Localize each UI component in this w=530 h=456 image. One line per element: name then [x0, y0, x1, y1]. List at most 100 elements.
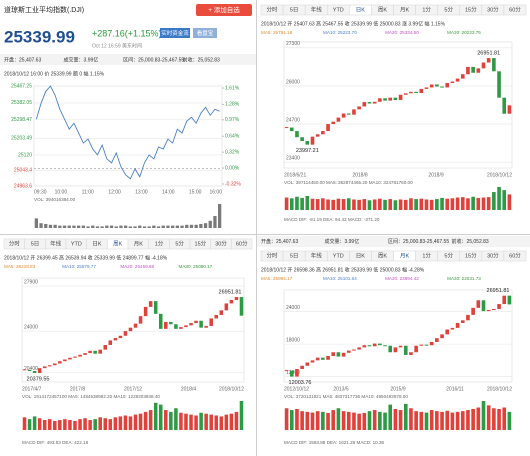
tab-label[interactable]: 5日: [290, 6, 299, 13]
tab-label[interactable]: 5日: [31, 240, 40, 247]
tab-label[interactable]: 年线: [311, 251, 323, 259]
volume-bar: [305, 411, 310, 430]
y2-tick-label: 0.00%: [225, 165, 240, 171]
candle: [27, 369, 32, 372]
volume-bar: [72, 225, 76, 228]
tab-label[interactable]: 月K: [400, 6, 410, 13]
volume-bar: [507, 194, 512, 210]
candle: [445, 329, 450, 335]
tab-label[interactable]: 15分: [465, 251, 477, 259]
volume-bar: [331, 199, 336, 210]
ma-legend: MA5: 25994.17: [261, 276, 293, 281]
tab-label[interactable]: 日K: [356, 6, 366, 13]
volume-bar: [113, 417, 118, 430]
candle: [58, 361, 62, 364]
tab-label[interactable]: 5分: [444, 251, 453, 259]
volume-bar: [185, 224, 189, 228]
volume-bar: [156, 226, 161, 228]
tag[interactable]: [193, 28, 217, 38]
volume-bar: [295, 408, 299, 430]
tag-label[interactable]: 看盘宝: [197, 29, 214, 37]
tag-label[interactable]: 实时资金流: [161, 29, 189, 37]
ma-legend: MA20: 25334.50: [385, 30, 419, 35]
tab-label[interactable]: 5分: [175, 239, 184, 247]
volume-bar: [147, 226, 151, 228]
tab-label[interactable]: 分时: [267, 251, 279, 259]
tab-label[interactable]: 分时: [267, 5, 279, 13]
tab-label[interactable]: 15分: [465, 5, 477, 13]
tab-label[interactable]: 分时: [9, 239, 21, 247]
tab-label[interactable]: 周K: [378, 6, 388, 13]
tab-label[interactable]: 5分: [444, 5, 453, 13]
volume-bar: [445, 410, 450, 430]
candle: [234, 297, 239, 300]
volume-bar: [133, 226, 137, 228]
tab-label[interactable]: YTD: [333, 7, 344, 13]
candle: [414, 345, 418, 353]
volume-label: VOL: 397114450.00 MA5: 382874465.20 MA10…: [284, 180, 413, 185]
stat: 成交量：3.99亿: [64, 56, 99, 63]
x-tick-label: 2018/9: [428, 172, 444, 178]
tab[interactable]: [503, 4, 527, 16]
volume-bar: [497, 408, 501, 430]
candle: [133, 323, 138, 328]
ma-legend: MA5: 25781.18: [261, 30, 293, 35]
candle: [450, 81, 455, 84]
tab-label[interactable]: 周K: [378, 252, 388, 259]
tab-label[interactable]: 周K: [113, 240, 123, 247]
add-button[interactable]: [196, 4, 252, 16]
tab-label[interactable]: 日K: [356, 252, 366, 259]
tab-label[interactable]: 年线: [50, 239, 62, 247]
tab-label[interactable]: YTD: [333, 253, 344, 259]
candle: [398, 94, 403, 101]
volume-bar: [91, 225, 95, 228]
tab-label[interactable]: 30分: [487, 251, 499, 259]
tab[interactable]: [503, 250, 527, 262]
y-tick-label: 20400: [24, 366, 38, 372]
candle: [403, 93, 408, 95]
tab-label[interactable]: 5日: [290, 252, 299, 259]
tab-label[interactable]: 60分: [509, 251, 521, 259]
tab-label[interactable]: 1分: [155, 239, 164, 247]
volume-bar: [138, 225, 142, 228]
x-tick-label: 2018/6/21: [284, 172, 306, 178]
tab-label[interactable]: 年线: [311, 5, 323, 13]
candle: [88, 350, 92, 354]
tab-label[interactable]: 30分: [215, 239, 227, 247]
tab-label[interactable]: 15分: [195, 239, 207, 247]
tab-label[interactable]: 月K: [400, 252, 410, 259]
volume-bar: [435, 199, 439, 210]
tab-label[interactable]: 30分: [487, 5, 499, 13]
tab[interactable]: [231, 238, 253, 250]
volume-bar: [142, 226, 147, 228]
add-button-label[interactable]: + 添加自选: [208, 5, 240, 14]
tab-label[interactable]: 1分: [422, 251, 431, 259]
tab-label[interactable]: 1分: [422, 5, 431, 13]
tab-label[interactable]: YTD: [71, 241, 82, 247]
volume-bar: [383, 199, 387, 210]
volume-bar: [331, 410, 336, 430]
volume-bar: [492, 408, 496, 430]
volume-bar: [372, 199, 377, 210]
volume-bar: [81, 225, 85, 228]
volume-bar: [204, 413, 208, 430]
volume-bar: [341, 199, 346, 210]
tab-label[interactable]: 60分: [236, 239, 248, 247]
tab-label[interactable]: 日K: [92, 240, 102, 247]
y2-tick-label: 1.61%: [225, 85, 240, 91]
tab-label[interactable]: 60分: [509, 5, 521, 13]
volume-bar: [199, 412, 203, 430]
volume-bar: [78, 419, 82, 430]
volume-bar: [194, 415, 198, 430]
volume-bar: [424, 412, 429, 430]
tab-label[interactable]: 月K: [134, 240, 144, 247]
candle: [398, 345, 403, 348]
ma-legend: MA30: 20223.75: [447, 30, 481, 35]
candle: [310, 136, 315, 145]
tag[interactable]: [160, 28, 190, 38]
candle: [486, 310, 491, 312]
stat: 前收：25,052.83: [451, 238, 488, 245]
candle: [409, 91, 413, 94]
candle: [305, 141, 310, 145]
stats-bar: [0, 54, 256, 65]
